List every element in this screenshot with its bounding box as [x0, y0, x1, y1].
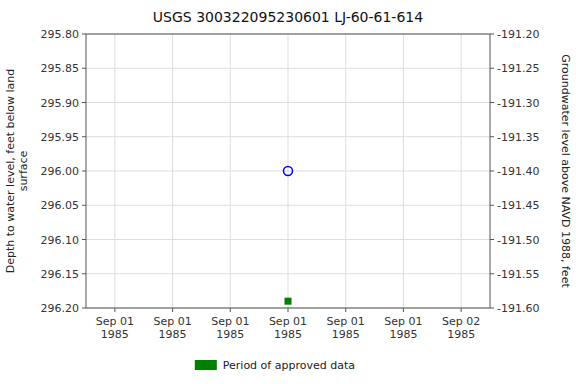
- tick-x: [345, 308, 346, 312]
- series: [284, 167, 293, 176]
- tick-y2: [490, 102, 494, 103]
- tick-label-y: 296.05: [41, 199, 80, 212]
- text-line: 1985: [216, 328, 244, 341]
- tick-y2: [490, 205, 494, 206]
- text-line: Depth to water level, feet below land: [4, 69, 17, 274]
- tick-label-x: Sep 011985: [96, 315, 134, 341]
- grid-line-x: [403, 34, 404, 308]
- tick-label-y2: -191.55: [497, 268, 539, 281]
- tick-y2: [490, 273, 494, 274]
- text-line: Sep 02: [442, 315, 480, 328]
- tick-x: [172, 308, 173, 312]
- grid-line-x: [461, 34, 462, 308]
- y-axis-label: Depth to water level, feet below landsur…: [4, 69, 30, 274]
- plot-frame: [86, 34, 490, 308]
- tick-label-x: Sep 011985: [153, 315, 191, 341]
- tick-label-x: Sep 011985: [269, 315, 307, 341]
- grid-line-x: [230, 34, 231, 308]
- tick-label-x: Sep 011985: [327, 315, 365, 341]
- tick-label-y2: -191.30: [497, 97, 539, 110]
- grid-line-x: [345, 34, 346, 308]
- legend: Period of approved data: [195, 359, 355, 372]
- text-line: 1985: [332, 328, 360, 341]
- tick-x: [114, 308, 115, 312]
- y-axis: 295.80 295.85 295.90 295.95 296.00 296.05 296.…: [41, 28, 87, 315]
- tick-label-y: 296.20: [41, 302, 80, 315]
- tick-y2: [490, 308, 494, 309]
- tick-x: [288, 308, 289, 312]
- tick-label-x: Sep 011985: [384, 315, 422, 341]
- tick-label-y2: -191.60: [497, 302, 539, 315]
- tick-x: [461, 308, 462, 312]
- tick-y: [82, 239, 86, 240]
- point: [285, 298, 291, 304]
- tick-y: [82, 308, 86, 309]
- y2-axis-label: Groundwater level above NAVD 1988, feet: [559, 54, 572, 288]
- tick-label-y: 295.90: [41, 97, 80, 110]
- grid-line-x: [172, 34, 173, 308]
- x-axis: Sep 011985Sep 011985Sep 011985Sep 011985…: [96, 308, 481, 341]
- text-line: 1985: [274, 328, 302, 341]
- tick-y2: [490, 68, 494, 69]
- tick-label-y: 295.85: [41, 62, 80, 75]
- text-line: 1985: [101, 328, 129, 341]
- legend-swatch: [195, 360, 217, 370]
- tick-label-y2: -191.45: [497, 199, 539, 212]
- tick-x: [403, 308, 404, 312]
- tick-y2: [490, 34, 494, 35]
- tick-y: [82, 34, 86, 35]
- chart: 295.80 295.85 295.90 295.95 296.00 296.05 296.…: [0, 0, 576, 384]
- text-line: 1985: [389, 328, 417, 341]
- grid: [86, 34, 490, 308]
- tick-label-y: 295.80: [41, 28, 80, 41]
- marks: [284, 167, 293, 305]
- grid-line-x: [288, 34, 289, 308]
- tick-y2: [490, 171, 494, 172]
- tick-y: [82, 273, 86, 274]
- tick-y2: [490, 136, 494, 137]
- tick-label-y2: -191.35: [497, 131, 539, 144]
- tick-label-x: Sep 011985: [211, 315, 249, 341]
- tick-y: [82, 102, 86, 103]
- page: {"chart_data": { "type": "scatter", "tit…: [0, 0, 576, 384]
- tick-label-y2: -191.20: [497, 28, 539, 41]
- tick-label-y2: -191.25: [497, 62, 539, 75]
- tick-label-y: 296.00: [41, 165, 80, 178]
- tick-label-x: Sep 021985: [442, 315, 480, 341]
- text-line: 1985: [447, 328, 475, 341]
- text-line: Sep 01: [96, 315, 134, 328]
- tick-x: [230, 308, 231, 312]
- tick-label-y: 296.15: [41, 268, 80, 281]
- text-line: Sep 01: [211, 315, 249, 328]
- tick-label-y: 295.95: [41, 131, 80, 144]
- legend-label: Period of approved data: [223, 359, 355, 372]
- tick-y: [82, 205, 86, 206]
- tick-y: [82, 136, 86, 137]
- tick-y: [82, 171, 86, 172]
- tick-y2: [490, 239, 494, 240]
- tick-label-y: 296.10: [41, 234, 80, 247]
- grid-line-x: [114, 34, 115, 308]
- text-line: Sep 01: [384, 315, 422, 328]
- title: USGS 300322095230601 LJ-60-61-614: [153, 9, 423, 25]
- text-line: surface: [17, 150, 30, 191]
- text-line: Sep 01: [327, 315, 365, 328]
- background: [0, 0, 576, 384]
- text-line: Sep 01: [153, 315, 191, 328]
- tick-y: [82, 68, 86, 69]
- y2-axis: -191.20 -191.25 -191.30 -191.35 -191.40 -191.…: [490, 28, 539, 315]
- text-line: Sep 01: [269, 315, 307, 328]
- point: [284, 167, 293, 176]
- text-line: 1985: [159, 328, 187, 341]
- tick-label-y2: -191.50: [497, 234, 539, 247]
- series: [285, 298, 291, 304]
- tick-label-y2: -191.40: [497, 165, 539, 178]
